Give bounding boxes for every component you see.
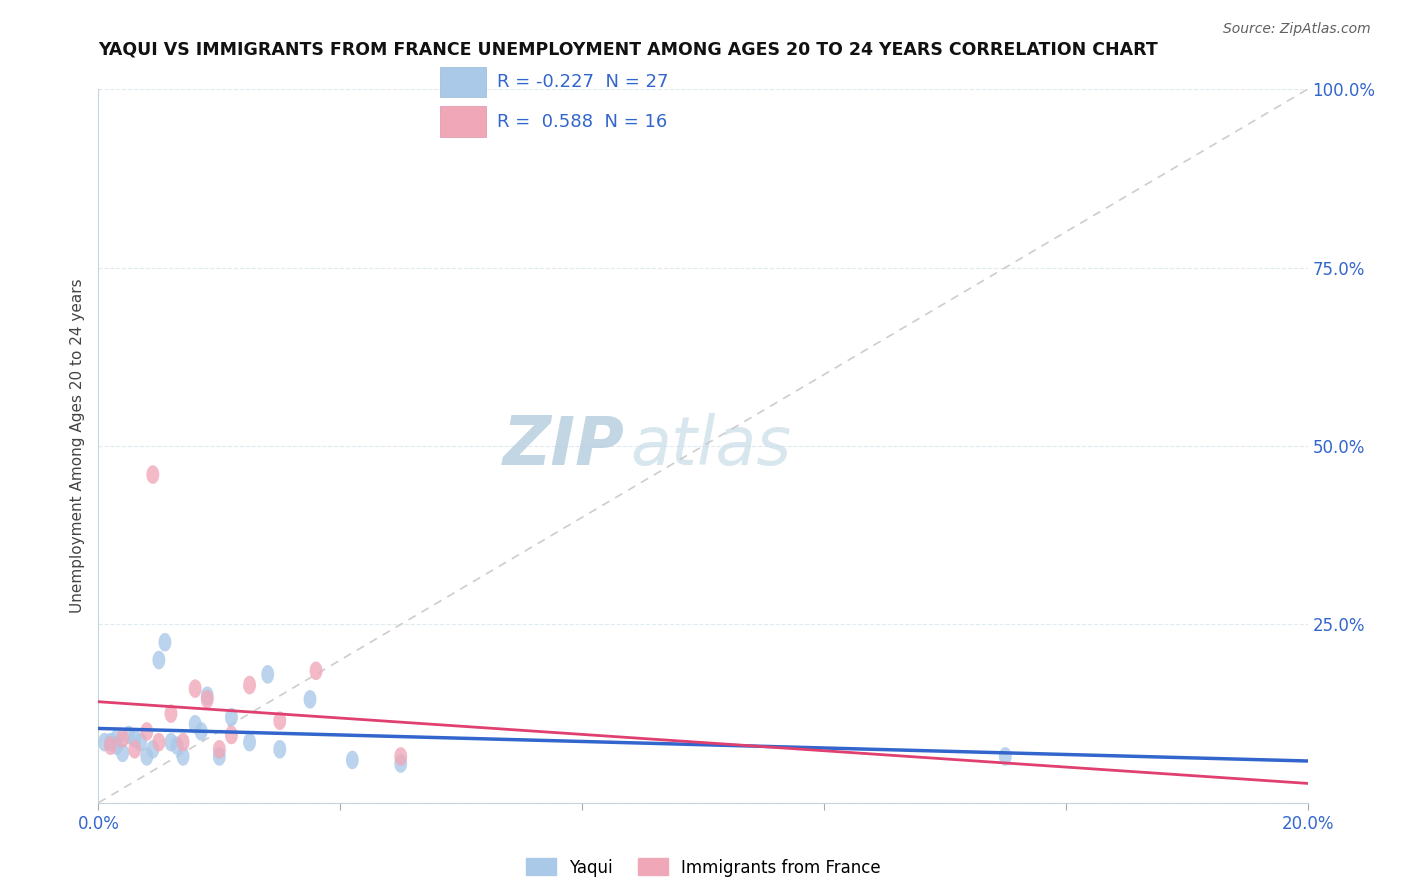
Point: [142, 742, 165, 756]
Point: [239, 678, 262, 692]
Point: [166, 739, 188, 753]
Point: [105, 731, 128, 746]
Point: [160, 706, 183, 721]
Point: [124, 742, 146, 756]
Legend: Yaqui, Immigrants from France: Yaqui, Immigrants from France: [526, 858, 880, 877]
Point: [148, 735, 170, 749]
Point: [111, 731, 134, 746]
Point: [129, 735, 152, 749]
Text: R =  0.588  N = 16: R = 0.588 N = 16: [496, 112, 668, 130]
Point: [118, 728, 141, 742]
Point: [135, 724, 157, 739]
Point: [389, 749, 412, 764]
Text: Source: ZipAtlas.com: Source: ZipAtlas.com: [1223, 22, 1371, 37]
FancyBboxPatch shape: [440, 106, 486, 136]
Point: [190, 724, 212, 739]
Point: [299, 692, 322, 706]
Text: ZIP: ZIP: [502, 413, 624, 479]
FancyBboxPatch shape: [440, 67, 486, 97]
Point: [135, 749, 157, 764]
Point: [93, 735, 115, 749]
Point: [994, 749, 1017, 764]
Point: [195, 692, 218, 706]
Point: [208, 749, 231, 764]
Point: [100, 735, 122, 749]
Y-axis label: Unemployment Among Ages 20 to 24 years: Unemployment Among Ages 20 to 24 years: [69, 278, 84, 614]
Point: [100, 739, 122, 753]
Point: [111, 746, 134, 760]
Point: [184, 681, 207, 696]
Point: [172, 735, 194, 749]
Point: [221, 710, 243, 724]
Text: atlas: atlas: [630, 413, 792, 479]
Point: [148, 653, 170, 667]
Point: [160, 735, 183, 749]
Point: [305, 664, 328, 678]
Point: [195, 689, 218, 703]
Text: R = -0.227  N = 27: R = -0.227 N = 27: [496, 73, 668, 91]
Point: [239, 735, 262, 749]
Point: [105, 739, 128, 753]
Point: [208, 742, 231, 756]
Point: [256, 667, 278, 681]
Point: [269, 714, 291, 728]
Point: [389, 756, 412, 771]
Point: [269, 742, 291, 756]
Point: [221, 728, 243, 742]
Point: [172, 749, 194, 764]
Point: [124, 731, 146, 746]
Point: [184, 717, 207, 731]
Point: [342, 753, 364, 767]
Point: [142, 467, 165, 482]
Point: [153, 635, 176, 649]
Text: YAQUI VS IMMIGRANTS FROM FRANCE UNEMPLOYMENT AMONG AGES 20 TO 24 YEARS CORRELATI: YAQUI VS IMMIGRANTS FROM FRANCE UNEMPLOY…: [98, 40, 1159, 58]
